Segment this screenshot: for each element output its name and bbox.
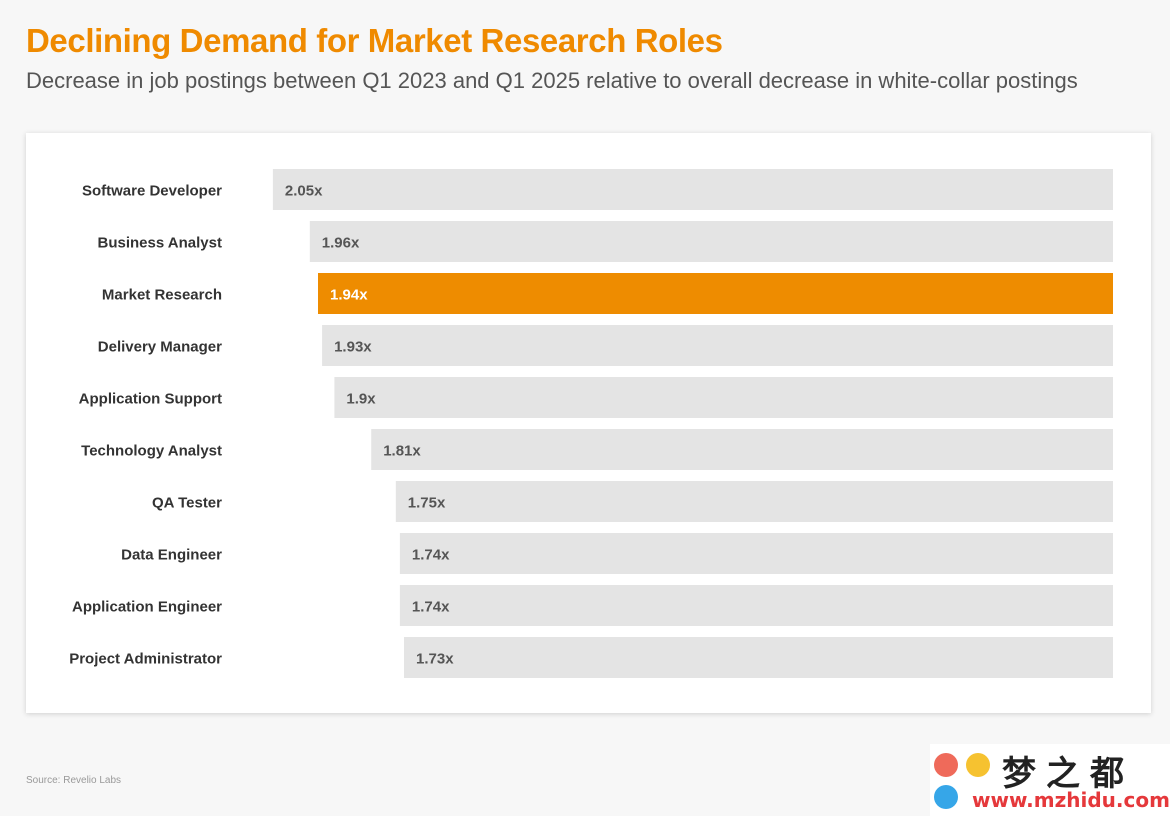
bar-software-developer (272, 169, 1113, 210)
category-label-software-developer: Software Developer (82, 183, 222, 200)
bar-project-administrator (404, 637, 1113, 678)
bar-value-label-data-engineer: 1.74x (412, 547, 450, 564)
category-label-application-support: Application Support (79, 391, 222, 408)
bar-value-label-software-developer: 2.05x (285, 183, 323, 200)
bar-value-label-technology-analyst: 1.81x (383, 443, 421, 460)
bar-value-label-qa-tester: 1.75x (408, 495, 446, 512)
bar-technology-analyst (371, 429, 1113, 470)
source-note: Source: Revelio Labs (26, 775, 122, 786)
bar-value-label-market-research: 1.94x (330, 287, 368, 304)
bar-value-label-project-administrator: 1.73x (416, 651, 454, 668)
bar-qa-tester (395, 481, 1113, 522)
category-label-technology-analyst: Technology Analyst (81, 443, 222, 460)
bar-delivery-manager (322, 325, 1114, 366)
watermark: 梦之都 www.mzhidu.com (930, 744, 1170, 816)
category-label-business-analyst: Business Analyst (98, 235, 223, 252)
bar-application-support (334, 377, 1113, 418)
category-label-project-administrator: Project Administrator (69, 651, 222, 668)
category-label-application-engineer: Application Engineer (72, 599, 222, 616)
watermark-blue-dot-icon (934, 785, 958, 809)
category-label-data-engineer: Data Engineer (121, 547, 222, 564)
bar-value-label-application-engineer: 1.74x (412, 599, 450, 616)
bar-application-engineer (399, 585, 1113, 626)
category-label-qa-tester: QA Tester (152, 495, 222, 512)
bar-business-analyst (309, 221, 1113, 262)
category-label-delivery-manager: Delivery Manager (98, 339, 222, 356)
watermark-red-dot-icon (934, 753, 958, 777)
bar-market-research (318, 273, 1113, 314)
watermark-url: www.mzhidu.com (972, 788, 1170, 812)
watermark-chinese-text: 梦之都 (1002, 754, 1134, 794)
bar-data-engineer (399, 533, 1113, 574)
chart-title: Declining Demand for Market Research Rol… (26, 22, 723, 59)
watermark-yellow-dot-icon (966, 753, 990, 777)
bar-chart: 2.05x Software Developer 1.96x Business Ana… (69, 169, 1114, 678)
chart-card: 2.05x Software Developer 1.96x Business Ana… (26, 133, 1151, 713)
chart-subtitle: Decrease in job postings between Q1 2023… (26, 68, 1078, 93)
bar-value-label-application-support: 1.9x (346, 391, 376, 408)
category-label-market-research: Market Research (102, 287, 222, 304)
bar-value-label-delivery-manager: 1.93x (334, 339, 372, 356)
bar-value-label-business-analyst: 1.96x (322, 235, 360, 252)
